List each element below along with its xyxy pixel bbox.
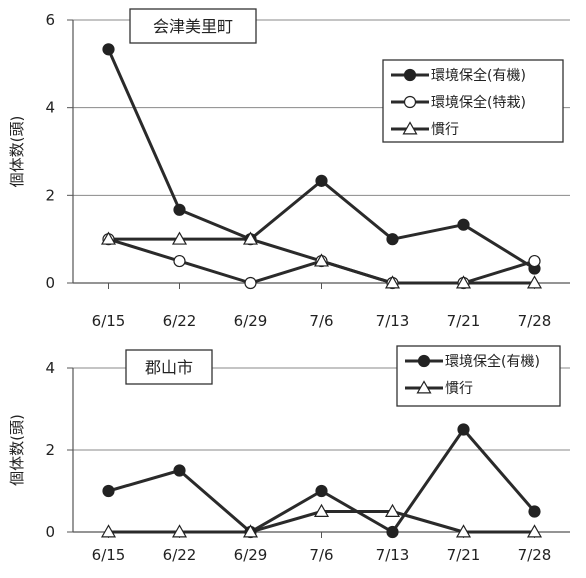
data-point-series-2 bbox=[529, 256, 540, 267]
chart-title: 会津美里町 bbox=[153, 17, 233, 36]
legend-marker bbox=[419, 356, 430, 367]
data-point-series-1 bbox=[174, 204, 185, 215]
y-tick-label: 0 bbox=[45, 274, 55, 292]
legend-label: 環境保全(有機) bbox=[431, 67, 526, 84]
data-point-series-1 bbox=[458, 424, 469, 435]
legend-label: 慣行 bbox=[431, 121, 459, 138]
legend-label: 慣行 bbox=[445, 380, 473, 397]
y-tick-label: 2 bbox=[45, 441, 55, 459]
chart-title: 郡山市 bbox=[145, 358, 193, 377]
legend-marker bbox=[405, 97, 416, 108]
data-point-series-2 bbox=[174, 256, 185, 267]
y-tick-label: 2 bbox=[45, 186, 55, 204]
data-point-series-2 bbox=[245, 278, 256, 289]
legend: 環境保全(有機) 慣行 bbox=[397, 346, 560, 406]
data-point-series-1 bbox=[103, 44, 114, 55]
legend-marker bbox=[405, 70, 416, 81]
data-point-series-1 bbox=[316, 175, 327, 186]
data-point-series-1 bbox=[458, 219, 469, 230]
x-tick-label: 6/22 bbox=[163, 546, 197, 564]
y-axis-title: 個体数(頭) bbox=[8, 414, 26, 486]
data-point-series-1 bbox=[529, 506, 540, 517]
legend-label: 環境保全(有機) bbox=[445, 353, 540, 370]
x-tick-label: 7/28 bbox=[518, 546, 552, 564]
data-point-series-1 bbox=[387, 234, 398, 245]
data-point-series-1 bbox=[387, 527, 398, 538]
x-tick-label: 6/22 bbox=[163, 312, 197, 330]
x-tick-label: 6/15 bbox=[92, 546, 126, 564]
x-tick-label: 7/21 bbox=[447, 312, 481, 330]
x-tick-label: 7/6 bbox=[309, 546, 333, 564]
data-point-series-1 bbox=[316, 486, 327, 497]
y-tick-label: 0 bbox=[45, 523, 55, 541]
y-tick-label: 6 bbox=[45, 11, 55, 29]
x-tick-label: 6/29 bbox=[234, 546, 268, 564]
x-tick-label: 6/15 bbox=[92, 312, 126, 330]
data-point-series-1 bbox=[174, 465, 185, 476]
x-tick-label: 7/28 bbox=[518, 312, 552, 330]
x-tick-label: 7/13 bbox=[376, 546, 410, 564]
data-point-series-1 bbox=[103, 486, 114, 497]
x-tick-label: 7/13 bbox=[376, 312, 410, 330]
y-axis-title: 個体数(頭) bbox=[8, 116, 26, 188]
legend-label: 環境保全(特栽) bbox=[431, 94, 526, 111]
x-tick-label: 7/21 bbox=[447, 546, 481, 564]
chart-panel-2: 0 2 4 6/15 6/22 6/29 7/6 7/13 7/21 7/28 個体数(頭) 郡山市 環… bbox=[8, 346, 570, 564]
chart-panel-1: 0 2 4 6 6/15 6/22 6/29 7/6 7/13 7/21 7/28 個体数(頭) 会津美… bbox=[8, 9, 570, 330]
y-tick-label: 4 bbox=[45, 359, 55, 377]
y-tick-label: 4 bbox=[45, 99, 55, 117]
x-tick-label: 6/29 bbox=[234, 312, 268, 330]
x-tick-label: 7/6 bbox=[309, 312, 333, 330]
legend: 環境保全(有機) 環境保全(特栽) 慣行 bbox=[383, 60, 563, 142]
